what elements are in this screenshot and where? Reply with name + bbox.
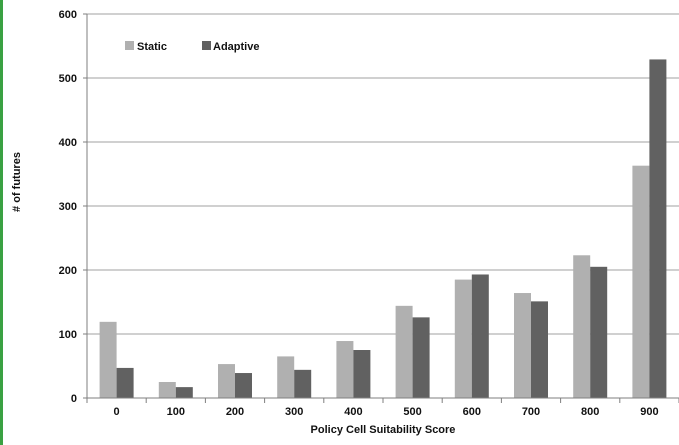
legend-label-static: Static	[137, 41, 167, 53]
x-tick-label-400: 400	[344, 406, 362, 418]
bar-adaptive-600	[471, 274, 489, 398]
bar-adaptive-0	[116, 367, 134, 398]
y-tick-label-200: 200	[59, 265, 77, 277]
bar-adaptive-700	[531, 301, 548, 398]
bar-adaptive-900	[649, 59, 667, 398]
y-axis-title: # of futures	[11, 152, 23, 212]
bar-adaptive-800	[590, 266, 608, 398]
x-tick-label-200: 200	[226, 406, 244, 418]
y-tick-label-100: 100	[59, 329, 77, 341]
x-tick-label-800: 800	[581, 406, 599, 418]
y-tick-label-600: 600	[59, 9, 77, 21]
x-axis-title: Policy Cell Suitability Score	[311, 424, 456, 436]
x-tick-label-600: 600	[463, 406, 481, 418]
x-tick-label-0: 0	[114, 406, 120, 418]
x-tick-label-900: 900	[640, 406, 658, 418]
bar-static-200	[218, 364, 235, 398]
y-tick-label-500: 500	[59, 73, 77, 85]
bar-static-500	[395, 305, 413, 398]
axes	[83, 13, 679, 403]
bar-adaptive-200	[235, 373, 252, 398]
bar-adaptive-300	[294, 369, 312, 398]
y-tick-label-0: 0	[71, 393, 77, 405]
tick-labels: 0 100 200 300 400 500 600 0 100 200 300 400 500 600 70…	[59, 9, 659, 418]
x-tick-label-300: 300	[285, 406, 303, 418]
bar-static-800	[573, 255, 591, 398]
x-tick-label-100: 100	[167, 406, 185, 418]
bar-static-600	[454, 279, 472, 398]
legend: Static Adaptive	[125, 41, 259, 53]
bar-adaptive-100	[175, 387, 193, 398]
legend-swatch-adaptive	[202, 41, 211, 50]
bar-static-900	[632, 165, 650, 398]
y-tick-label-400: 400	[59, 137, 77, 149]
bar-adaptive-500	[412, 317, 430, 398]
y-tick-label-300: 300	[59, 201, 77, 213]
bar-adaptive-400	[353, 350, 371, 398]
x-tick-label-500: 500	[403, 406, 421, 418]
left-accent-bar	[0, 0, 3, 445]
bar-static-700	[514, 293, 531, 398]
legend-swatch-static	[125, 41, 134, 50]
bars	[99, 59, 667, 398]
legend-label-adaptive: Adaptive	[213, 41, 259, 53]
bar-static-0	[99, 321, 117, 398]
x-tick-label-700: 700	[522, 406, 540, 418]
bar-static-100	[158, 382, 176, 398]
bar-static-400	[336, 341, 354, 398]
bar-static-300	[277, 356, 295, 398]
